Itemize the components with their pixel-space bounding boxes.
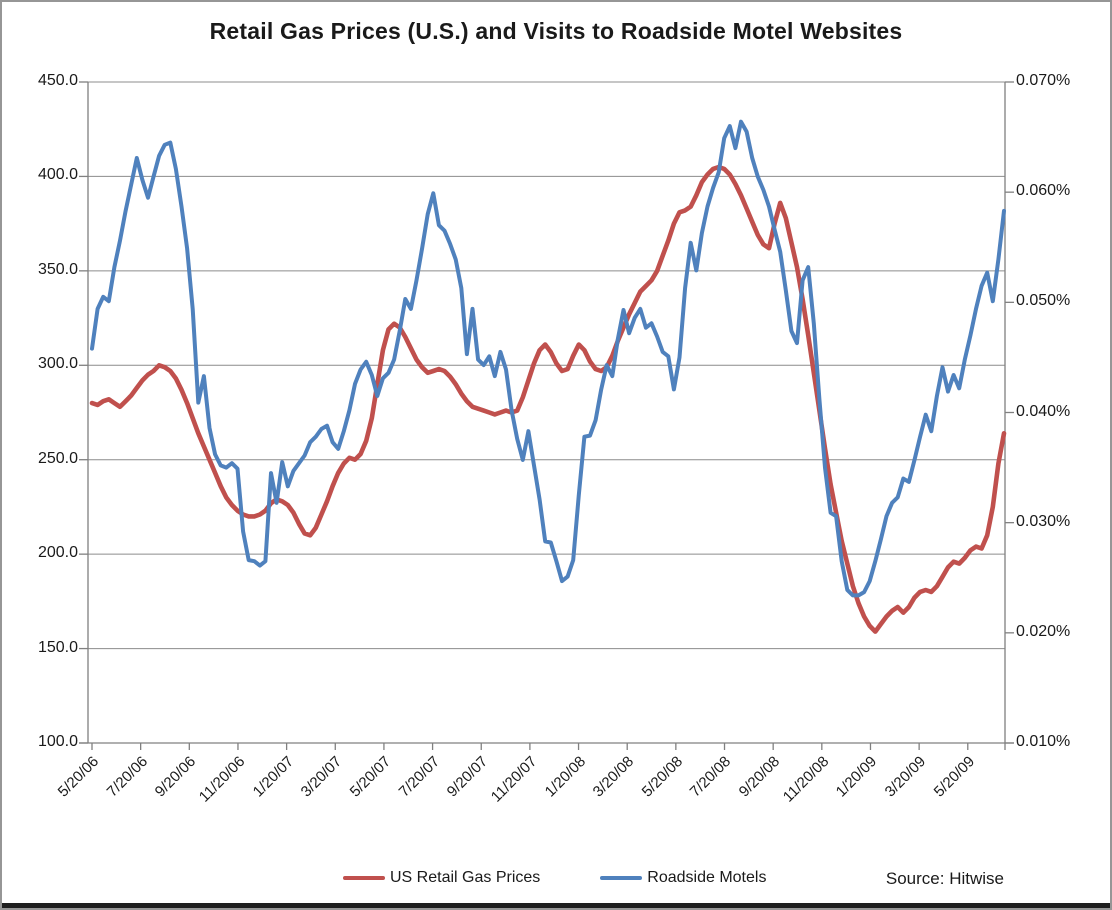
series-line-roadside-motels (90, 119, 1006, 598)
legend-label-motels: Roadside Motels (647, 869, 767, 886)
source-note: Source: Hitwise (885, 869, 1004, 888)
y-axis-label-left: 200.0 (37, 544, 78, 562)
legend: US Retail Gas Prices Roadside Motels (343, 869, 766, 887)
chart-title: Retail Gas Prices (U.S.) and Visits to R… (209, 18, 903, 44)
y-axis-label-left: 350.0 (37, 260, 78, 278)
legend-swatch-gas-line (343, 875, 385, 881)
y-axis-label-left: 100.0 (37, 733, 78, 750)
y-axis-label-left: 150.0 (37, 638, 78, 656)
series-line-us-retail-gas-prices (89, 164, 1007, 634)
y-axis-label-right: 0.010% (1016, 733, 1071, 750)
legend-swatch-motels-line (600, 875, 643, 881)
y-axis-label-right: 0.070% (1016, 72, 1071, 89)
y-axis-label-left: 300.0 (37, 355, 78, 373)
legend-label-gas: US Retail Gas Prices (390, 869, 541, 886)
y-axis-label-right: 0.040% (1016, 402, 1071, 420)
y-axis-label-right: 0.050% (1016, 292, 1071, 310)
y-axis-label-right: 0.060% (1016, 182, 1071, 200)
y-axis-label-left: 450.0 (37, 72, 78, 89)
y-axis-label-left: 250.0 (37, 449, 78, 467)
y-axis-label-right: 0.020% (1016, 622, 1071, 640)
y-axis-label-left: 400.0 (37, 166, 78, 184)
y-axis-label-right: 0.030% (1016, 512, 1071, 530)
